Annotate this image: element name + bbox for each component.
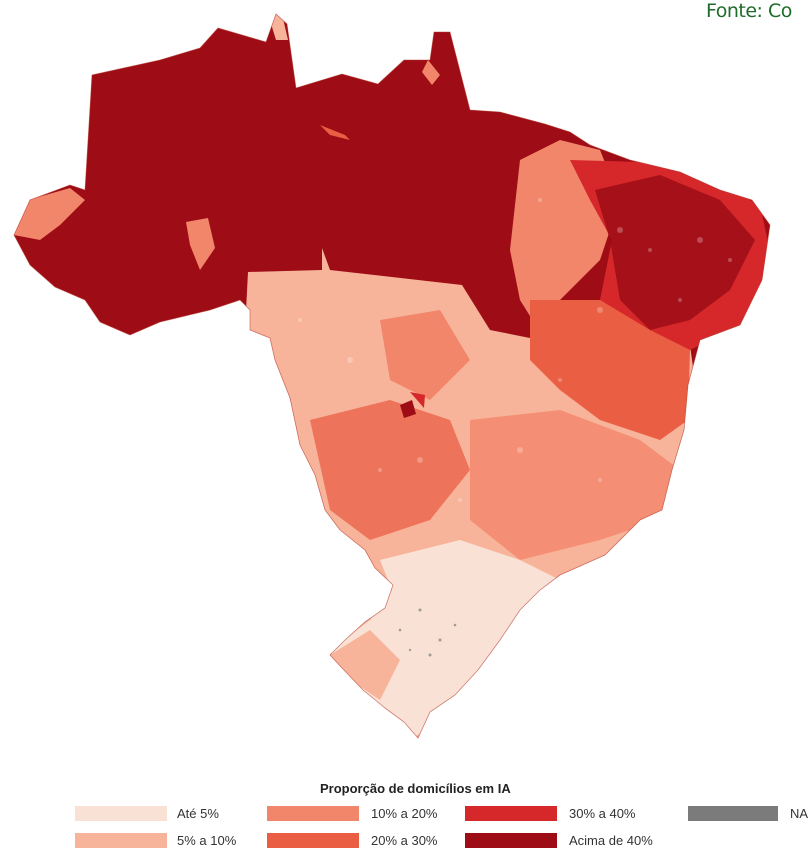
legend-label: 30% a 40%	[569, 806, 636, 821]
legend-swatch	[75, 806, 167, 821]
brazil-choropleth-map	[0, 0, 810, 780]
legend-label: 20% a 30%	[371, 833, 438, 848]
legend-swatch	[465, 806, 557, 821]
legend-swatch	[75, 833, 167, 848]
legend-swatch	[267, 833, 359, 848]
legend-label: 5% a 10%	[177, 833, 236, 848]
legend-label: NA	[790, 806, 808, 821]
legend-label: Acima de 40%	[569, 833, 653, 848]
legend-swatch	[267, 806, 359, 821]
legend-title: Proporção de domicílios em IA	[320, 781, 511, 796]
legend-swatch	[465, 833, 557, 848]
legend-label: Até 5%	[177, 806, 219, 821]
legend-label: 10% a 20%	[371, 806, 438, 821]
legend-swatch	[688, 806, 778, 821]
